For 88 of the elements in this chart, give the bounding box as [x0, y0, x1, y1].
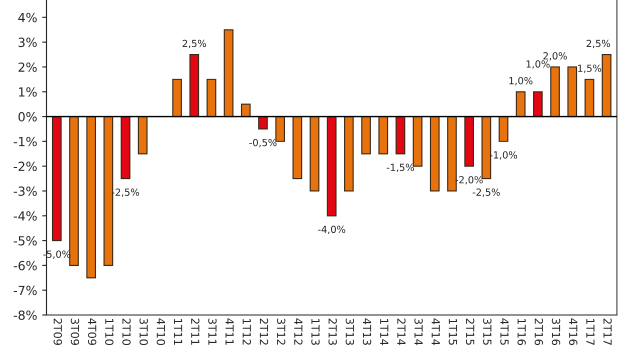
- x-tick-label: 2T14: [397, 318, 406, 346]
- x-tick-label: 4T15: [500, 318, 509, 345]
- bar: [240, 104, 251, 118]
- data-label: 1,0%: [509, 76, 532, 86]
- data-label: -4,0%: [318, 226, 346, 234]
- x-tick-label: 3T11: [208, 318, 217, 345]
- bar: [189, 54, 200, 118]
- bar: [86, 116, 96, 278]
- y-tick-label: 4%: [18, 12, 37, 22]
- x-tick-label: 1T17: [586, 319, 594, 345]
- bar: [120, 116, 130, 180]
- bar: [464, 116, 474, 167]
- data-label: 2,0%: [543, 52, 567, 61]
- bar: [344, 116, 354, 192]
- x-tick-label: 3T13: [346, 318, 354, 345]
- bar: [430, 116, 440, 192]
- data-label: 2,5%: [182, 40, 206, 48]
- bar: [412, 116, 422, 167]
- bar: [584, 78, 594, 118]
- x-tick-label: 1T12: [242, 319, 251, 345]
- bar: [361, 116, 371, 154]
- bar: [602, 54, 612, 118]
- y-tick-label: -6%: [14, 260, 37, 270]
- y-tick-label: -4%: [14, 211, 37, 221]
- bar: [516, 91, 526, 118]
- bar: [69, 116, 79, 266]
- bar: [292, 116, 302, 180]
- bar: [378, 116, 388, 154]
- x-tick-label: 2T11: [191, 318, 200, 345]
- x-tick-label: 2T09: [54, 318, 62, 345]
- x-tick-label: 2T17: [604, 318, 612, 345]
- y-tick-label: -7%: [14, 286, 37, 296]
- x-tick-label: 4T16: [569, 318, 578, 346]
- x-tick-label: 2T15: [466, 318, 474, 345]
- y-tick-label: -5%: [14, 236, 37, 246]
- x-tick-label: 3T15: [483, 318, 492, 345]
- x-tick-label: 1T14: [380, 319, 388, 346]
- bar: [533, 91, 543, 118]
- data-label: 1,5%: [578, 64, 602, 73]
- x-tick-label: 4T14: [432, 318, 440, 346]
- data-label: 1,0%: [526, 60, 550, 69]
- bar: [498, 116, 508, 142]
- x-tick-label: 2T12: [260, 318, 268, 345]
- bar: [104, 116, 114, 266]
- x-tick-label: 3T14: [414, 318, 423, 346]
- x-tick-label: 1T16: [517, 319, 526, 346]
- y-tick-label: 3%: [18, 38, 37, 48]
- x-tick-label: 3T16: [552, 318, 560, 346]
- x-tick-label: 2T16: [534, 318, 544, 346]
- bar: [258, 116, 268, 130]
- x-tick-label: 1T13: [311, 319, 320, 345]
- x-tick-label: 2T10: [122, 318, 131, 346]
- data-label: -2,5%: [472, 188, 500, 197]
- data-label: 2,5%: [586, 40, 610, 48]
- bar: [326, 116, 337, 216]
- x-tick-label: 3T12: [276, 318, 286, 345]
- x-tick-label: 4T11: [226, 318, 234, 345]
- bar: [310, 116, 320, 192]
- y-tick-label: -2%: [14, 162, 37, 172]
- bar: [447, 116, 457, 192]
- y-tick-label: 1%: [19, 87, 37, 97]
- x-tick-label: 4T13: [362, 318, 372, 345]
- x-tick-label: 4T09: [88, 318, 96, 345]
- bar: [275, 116, 286, 142]
- y-tick-label: 0%: [18, 112, 37, 122]
- x-tick-label: 4T10: [156, 318, 166, 346]
- y-tick-label: 2%: [18, 62, 37, 72]
- bar: [172, 78, 182, 118]
- data-label: -1,5%: [386, 164, 414, 172]
- bar: [138, 116, 148, 154]
- bar: [396, 116, 406, 154]
- bar: [567, 66, 578, 118]
- x-tick-label: 1T10: [105, 319, 114, 346]
- bar: [481, 116, 492, 180]
- y-tick-label: -3%: [14, 186, 37, 196]
- x-tick-label: 3T10: [139, 318, 148, 346]
- y-tick-label: -8%: [14, 310, 37, 320]
- bar: [224, 29, 234, 118]
- x-tick-label: 3T09: [70, 318, 80, 345]
- y-tick-label: -1%: [14, 136, 37, 146]
- bar: [550, 66, 560, 118]
- x-tick-label: 4T12: [294, 318, 303, 345]
- data-label: -0,5%: [249, 138, 277, 148]
- x-tick-label: 2T13: [328, 318, 337, 345]
- bar: [206, 78, 216, 118]
- x-tick-label: 1T11: [174, 319, 182, 345]
- x-tick-label: 1T15: [448, 319, 457, 345]
- bar: [52, 116, 62, 242]
